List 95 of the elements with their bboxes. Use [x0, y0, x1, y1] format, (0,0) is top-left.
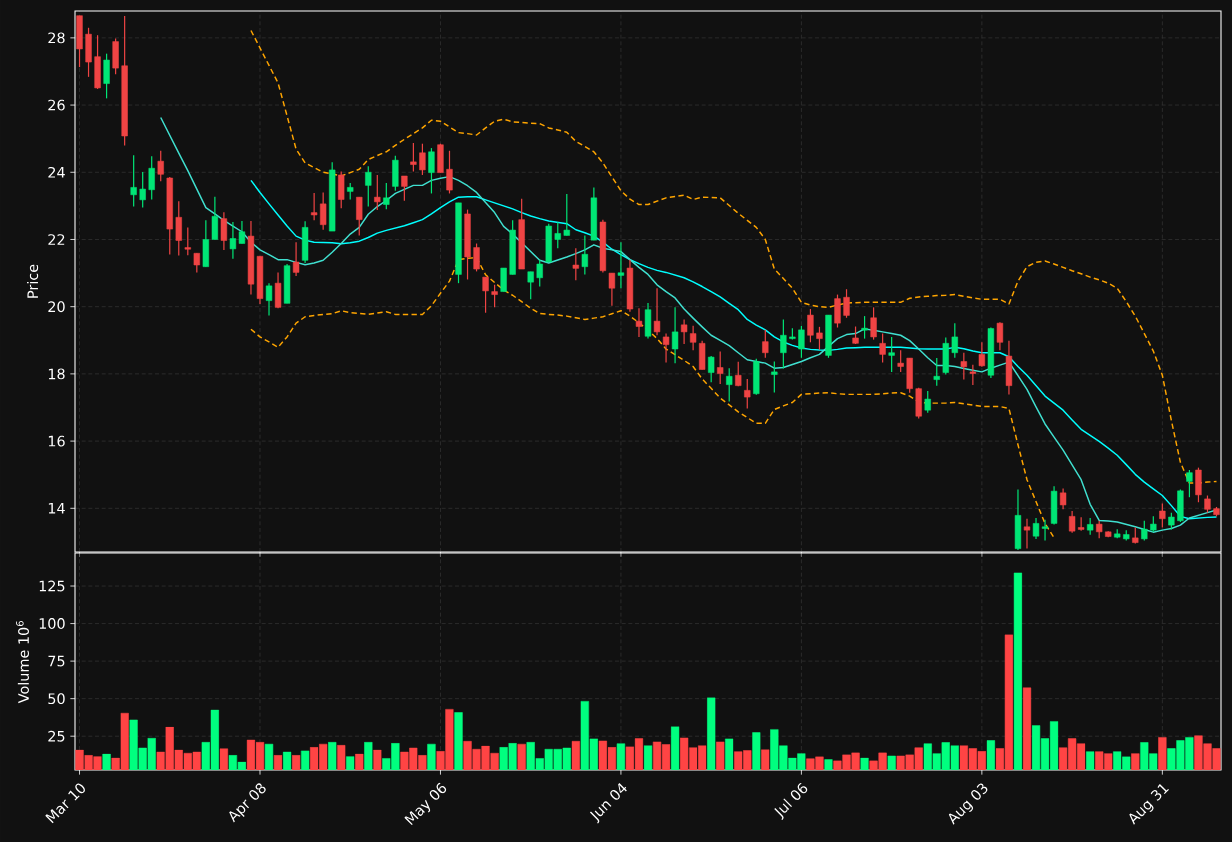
y-tick-label: 125: [39, 580, 65, 592]
candlestick: [762, 329, 769, 359]
candlestick: [1059, 487, 1067, 510]
candlestick: [807, 308, 814, 343]
candlestick: [798, 325, 805, 359]
candlestick: [473, 242, 480, 273]
x-tick-label: Jun 04: [589, 783, 627, 824]
candlestick: [816, 326, 823, 351]
candlestick: [292, 241, 300, 277]
candlestick: [554, 221, 561, 249]
candlestick: [211, 196, 219, 241]
candlestick: [717, 350, 724, 385]
candlestick: [581, 234, 588, 276]
candlestick: [1032, 517, 1040, 540]
y-tick-label: 22: [48, 234, 65, 245]
candlestick: [419, 143, 426, 176]
candlestick: [617, 241, 625, 289]
candlestick: [861, 315, 868, 340]
candlestick: [888, 336, 895, 373]
candlestick: [780, 318, 787, 370]
candlestick: [870, 306, 877, 341]
candlestick: [229, 221, 237, 260]
x-tick-label: Jul 06: [774, 782, 808, 821]
candlestick: [978, 341, 986, 368]
candlestick: [365, 165, 372, 208]
candlestick: [843, 288, 850, 319]
candlestick: [608, 272, 616, 307]
candlestick: [320, 191, 327, 231]
candlestick: [897, 349, 904, 373]
y-tick-label: 18: [48, 368, 65, 380]
candlestick: [933, 357, 940, 387]
candlestick: [689, 325, 697, 351]
y-tick-label: 100: [39, 618, 65, 630]
candlestick: [374, 174, 381, 211]
candlestick: [175, 200, 182, 257]
candlestick: [1041, 519, 1049, 542]
candlestick: [536, 259, 543, 288]
candlestick: [635, 307, 643, 338]
candlestick: [157, 150, 164, 182]
candlestick: [708, 355, 715, 383]
y-tick-label: 75: [48, 655, 65, 667]
candlestick: [238, 220, 246, 245]
candlestick: [446, 150, 453, 195]
candlestick: [572, 247, 579, 281]
y-tick-label: 50: [48, 693, 65, 705]
candlestick: [951, 322, 958, 359]
candlestick: [220, 211, 228, 251]
candlestick: [310, 192, 318, 221]
candlestick: [410, 142, 417, 173]
y-tick-label: 16: [48, 435, 65, 447]
candlestick: [265, 282, 273, 317]
candlestick: [491, 284, 498, 308]
candlestick: [1186, 469, 1193, 498]
candlestick: [527, 271, 534, 300]
candlestick: [383, 182, 390, 210]
candlestick: [1068, 510, 1076, 534]
candlestick: [482, 276, 489, 314]
candlestick: [879, 332, 886, 364]
candlestick: [193, 252, 200, 274]
candlestick: [401, 175, 408, 202]
candlestick: [428, 147, 435, 195]
y-tick-label: 25: [48, 730, 65, 742]
candlestick: [103, 53, 110, 99]
candlestick: [184, 226, 191, 256]
candlestick: [653, 287, 661, 336]
candlestick: [500, 267, 507, 293]
y-tick-label: 24: [48, 166, 65, 178]
candlestick: [960, 352, 967, 381]
candlestick: [139, 171, 146, 209]
candlestick: [771, 360, 778, 393]
candlestick: [356, 196, 363, 237]
candlestick: [969, 364, 977, 386]
candlestick: [662, 332, 670, 364]
y-tick-label: 20: [48, 301, 65, 313]
candlestick: [924, 390, 931, 414]
candlestick: [680, 318, 688, 345]
x-tick-label: Mar 10: [45, 783, 85, 824]
candlestick: [735, 361, 742, 387]
y-tick-label: 28: [48, 32, 65, 44]
candlestick: [726, 367, 733, 403]
candlestick: [744, 378, 751, 410]
candlestick: [1077, 516, 1085, 532]
candlestick: [563, 193, 570, 237]
y-tick-label: 26: [48, 99, 65, 111]
y-axis-title: Volume 10$^{6}$: [16, 621, 29, 704]
y-tick-label: 14: [48, 503, 65, 514]
candlestick: [671, 306, 679, 364]
candlestick: [1023, 518, 1031, 550]
x-tick-label: Apr 08: [229, 783, 266, 823]
candlestick: [1159, 503, 1166, 529]
candlestick: [996, 321, 1004, 351]
candlestick: [148, 155, 155, 201]
y-axis-title: Price: [27, 264, 39, 298]
candlestick: [1141, 520, 1148, 542]
candlestick: [130, 154, 137, 208]
